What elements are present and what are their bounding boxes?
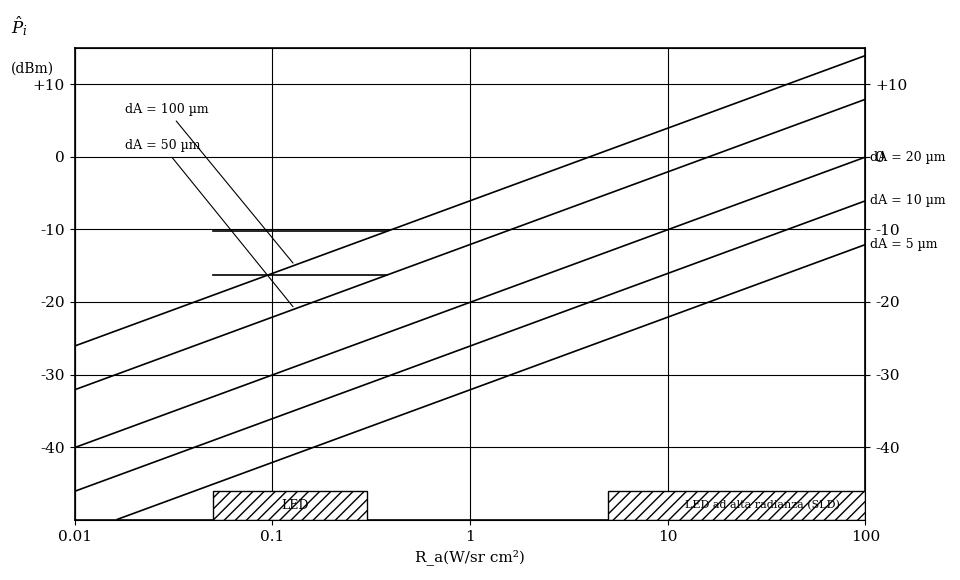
Text: (dBm): (dBm) bbox=[12, 62, 55, 76]
Text: dA = 20 µm: dA = 20 µm bbox=[870, 151, 946, 164]
Text: LED ad alta radianza (SLD): LED ad alta radianza (SLD) bbox=[684, 500, 839, 510]
Text: dA = 5 µm: dA = 5 µm bbox=[870, 238, 937, 251]
Bar bbox=[213, 491, 367, 520]
X-axis label: R_a(W/sr cm²): R_a(W/sr cm²) bbox=[415, 549, 525, 565]
Text: dA = 100 µm: dA = 100 µm bbox=[125, 103, 293, 263]
Bar bbox=[609, 491, 865, 520]
Text: $\hat{P}_i$: $\hat{P}_i$ bbox=[12, 14, 28, 38]
Text: LED: LED bbox=[281, 499, 308, 512]
Text: dA = 10 µm: dA = 10 µm bbox=[870, 194, 946, 207]
Text: dA = 50 µm: dA = 50 µm bbox=[125, 139, 293, 307]
